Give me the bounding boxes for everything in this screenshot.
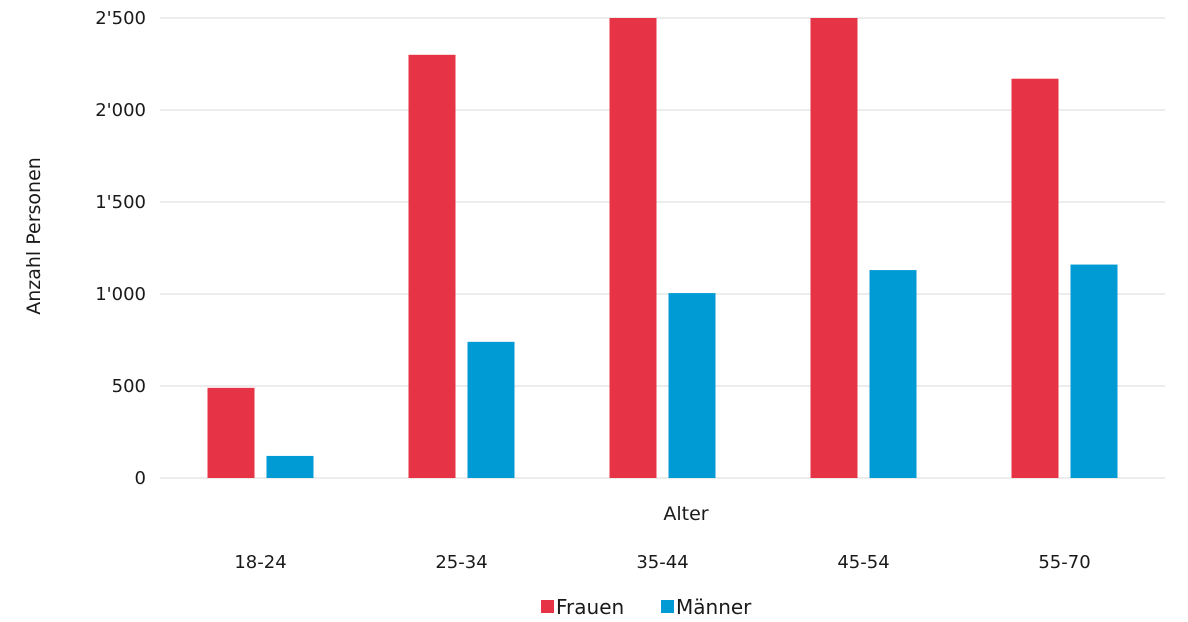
bar-frauen-25-34 [408,54,456,479]
bar-frauen-55-70 [1011,78,1059,478]
y-tick-label: 500 [112,376,146,397]
x-tick-label: 35-44 [636,552,688,573]
x-axis-title: Alter [663,503,708,525]
y-axis-title: Anzahl Personen [23,157,45,315]
y-tick-label: 2'000 [95,100,146,121]
bar-m-nner-45-54 [869,270,917,478]
y-tick-label: 2'500 [95,8,146,29]
bar-frauen-18-24 [207,387,255,478]
x-axis-ticks: 18-24 25-34 35-44 45-54 55-70 [234,552,1090,573]
gridlines [160,17,1165,479]
bar-m-nner-25-34 [467,341,515,478]
x-tick-label: 45-54 [837,552,889,573]
y-axis-ticks: 0 500 1'000 1'500 2'000 2'500 [95,8,146,489]
legend-swatch-m-nner [661,600,674,613]
x-tick-label: 55-70 [1038,552,1090,573]
bar-m-nner-35-44 [668,293,716,478]
legend-swatch-frauen [541,600,554,613]
y-tick-label: 1'000 [95,284,146,305]
bar-frauen-35-44 [609,18,657,478]
y-tick-label: 1'500 [95,192,146,213]
legend-label: Frauen [556,595,624,619]
x-tick-label: 18-24 [234,552,286,573]
bar-frauen-45-54 [810,18,858,478]
legend: Frauen Männer [541,595,752,619]
legend-label: Männer [676,595,752,619]
bar-m-nner-18-24 [266,455,314,478]
bars [207,18,1118,479]
y-tick-label: 0 [135,468,146,489]
bar-m-nner-55-70 [1070,264,1118,478]
x-tick-label: 25-34 [435,552,487,573]
